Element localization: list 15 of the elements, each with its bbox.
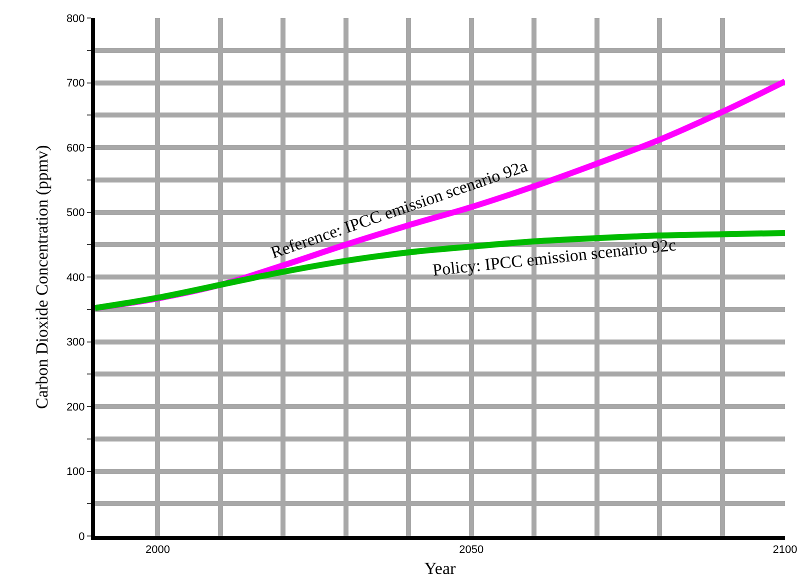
x-tick-label: 2000: [145, 544, 170, 556]
y-tick-label: 100: [66, 466, 85, 478]
text: Policy: IPCC emission scenario 92c: [432, 235, 678, 280]
y-tick-label: 700: [66, 78, 85, 90]
y-axis-title: Carbon Dioxide Concentration (ppmv): [32, 145, 52, 409]
x-tick-label: 2050: [459, 544, 484, 556]
y-tick-label: 600: [66, 142, 85, 154]
y-tick-label: 800: [66, 12, 85, 25]
x-axis-title: Year: [424, 559, 456, 578]
y-tick-label: 400: [66, 272, 85, 284]
y-tick-label: 300: [66, 336, 85, 349]
x-tick-label: 2100: [772, 544, 798, 556]
y-tick-label: 500: [66, 207, 85, 220]
y-tick-label: 200: [66, 401, 85, 414]
y-tick-label: 0: [78, 530, 85, 543]
